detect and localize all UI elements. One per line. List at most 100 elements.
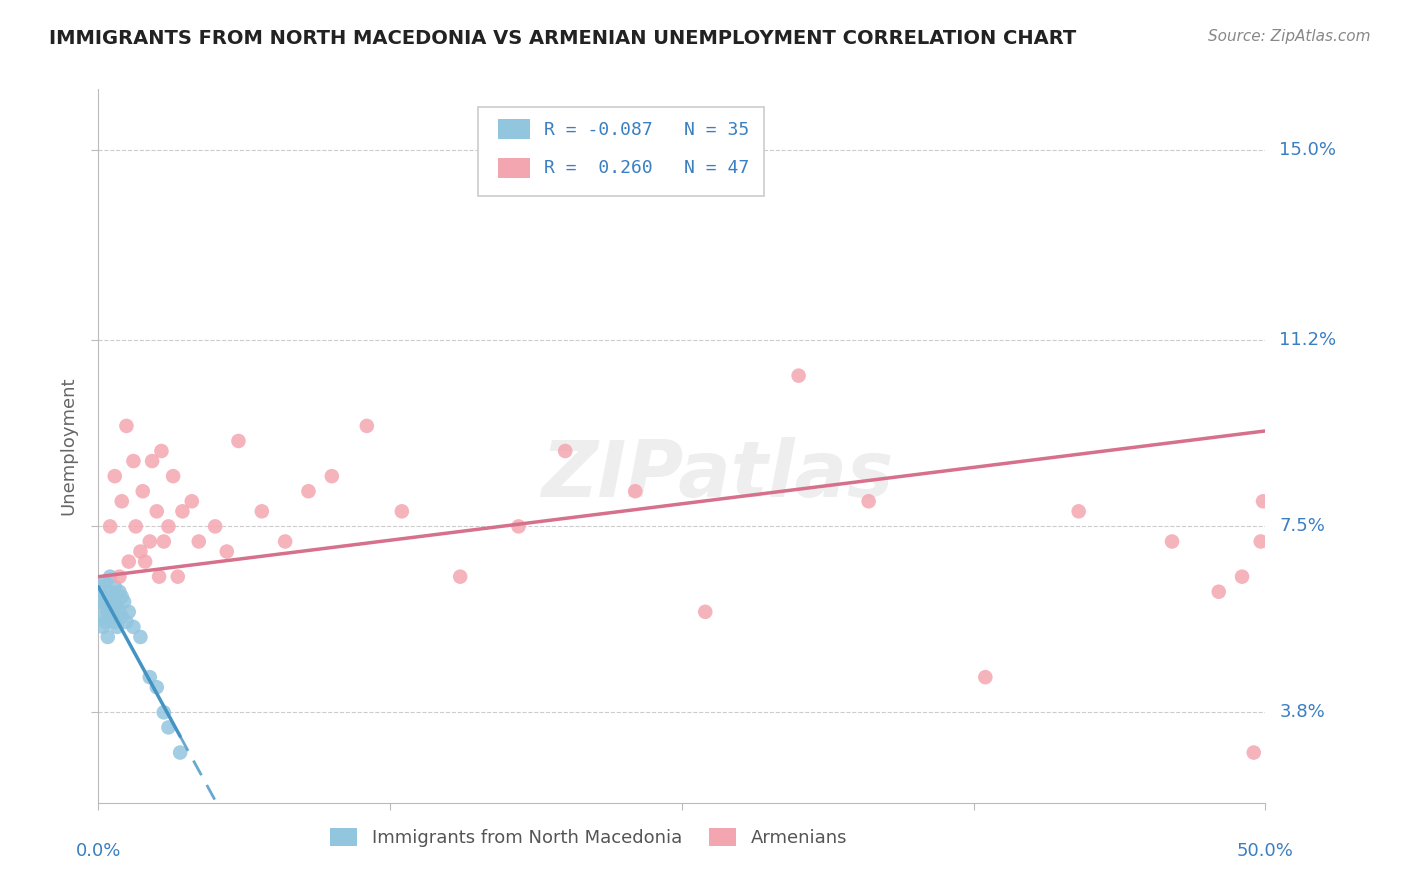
Point	[169, 746, 191, 760]
Point	[1230, 569, 1253, 583]
Point	[105, 599, 128, 614]
Text: 11.2%: 11.2%	[1279, 332, 1337, 350]
Point	[97, 630, 120, 644]
Text: R =  0.260: R = 0.260	[544, 160, 652, 178]
Point	[157, 519, 180, 533]
Point	[187, 534, 209, 549]
Point	[115, 615, 138, 629]
Point	[90, 595, 112, 609]
Point	[152, 534, 174, 549]
Text: 7.5%: 7.5%	[1279, 517, 1326, 535]
Point	[98, 584, 121, 599]
Point	[94, 599, 117, 614]
Text: 15.0%: 15.0%	[1279, 141, 1336, 159]
Point	[97, 605, 120, 619]
Point	[228, 434, 250, 448]
Text: Source: ZipAtlas.com: Source: ZipAtlas.com	[1208, 29, 1371, 44]
Point	[91, 620, 114, 634]
Point	[115, 418, 138, 433]
Point	[91, 590, 114, 604]
Point	[974, 670, 997, 684]
Point	[98, 569, 121, 583]
Point	[141, 454, 163, 468]
Point	[1208, 584, 1230, 599]
Point	[98, 519, 121, 533]
FancyBboxPatch shape	[478, 107, 763, 196]
Point	[180, 494, 202, 508]
Point	[111, 590, 134, 604]
Point	[90, 580, 112, 594]
Point	[215, 544, 238, 558]
Point	[132, 484, 155, 499]
Point	[250, 504, 273, 518]
Text: IMMIGRANTS FROM NORTH MACEDONIA VS ARMENIAN UNEMPLOYMENT CORRELATION CHART: IMMIGRANTS FROM NORTH MACEDONIA VS ARMEN…	[49, 29, 1077, 47]
Point	[125, 519, 148, 533]
Point	[1243, 746, 1265, 760]
Point	[97, 595, 120, 609]
Point	[98, 610, 121, 624]
Point	[297, 484, 319, 499]
Point	[118, 605, 141, 619]
Point	[356, 418, 378, 433]
Point	[108, 605, 131, 619]
Point	[274, 534, 297, 549]
Point	[1067, 504, 1090, 518]
Point	[91, 610, 114, 624]
Point	[129, 544, 152, 558]
Point	[787, 368, 810, 383]
Point	[146, 680, 169, 694]
Legend: Immigrants from North Macedonia, Armenians: Immigrants from North Macedonia, Armenia…	[323, 821, 855, 855]
Point	[122, 454, 145, 468]
Point	[204, 519, 226, 533]
Point	[118, 555, 141, 569]
Point	[172, 504, 194, 518]
Point	[94, 615, 117, 629]
Point	[108, 584, 131, 599]
Text: 3.8%: 3.8%	[1279, 704, 1324, 722]
Point	[104, 615, 127, 629]
Point	[157, 720, 180, 734]
Point	[449, 569, 471, 583]
Point	[1161, 534, 1184, 549]
Bar	[498, 120, 530, 139]
Text: N = 35: N = 35	[685, 121, 749, 139]
Point	[162, 469, 184, 483]
Point	[624, 484, 647, 499]
Point	[554, 444, 576, 458]
Point	[150, 444, 173, 458]
Point	[104, 580, 127, 594]
Point	[101, 590, 124, 604]
Point	[122, 620, 145, 634]
Point	[166, 569, 188, 583]
Y-axis label: Unemployment: Unemployment	[59, 376, 77, 516]
Point	[1251, 494, 1274, 508]
Point	[129, 630, 152, 644]
Point	[508, 519, 530, 533]
Point	[112, 595, 135, 609]
Point	[105, 620, 128, 634]
Bar	[498, 158, 530, 178]
Point	[146, 504, 169, 518]
Point	[139, 534, 162, 549]
Point	[858, 494, 880, 508]
Point	[139, 670, 162, 684]
Point	[111, 610, 134, 624]
Point	[104, 595, 127, 609]
Point	[1250, 534, 1272, 549]
Point	[152, 706, 174, 720]
Text: N = 47: N = 47	[685, 160, 749, 178]
Point	[391, 504, 413, 518]
Text: ZIPatlas: ZIPatlas	[541, 436, 893, 513]
Point	[695, 605, 717, 619]
Point	[148, 569, 170, 583]
Text: R = -0.087: R = -0.087	[544, 121, 652, 139]
Point	[104, 469, 127, 483]
Point	[108, 569, 131, 583]
Point	[101, 605, 124, 619]
Point	[134, 555, 156, 569]
Point	[94, 574, 117, 589]
Text: 0.0%: 0.0%	[76, 842, 121, 860]
Text: 50.0%: 50.0%	[1237, 842, 1294, 860]
Point	[111, 494, 134, 508]
Point	[321, 469, 343, 483]
